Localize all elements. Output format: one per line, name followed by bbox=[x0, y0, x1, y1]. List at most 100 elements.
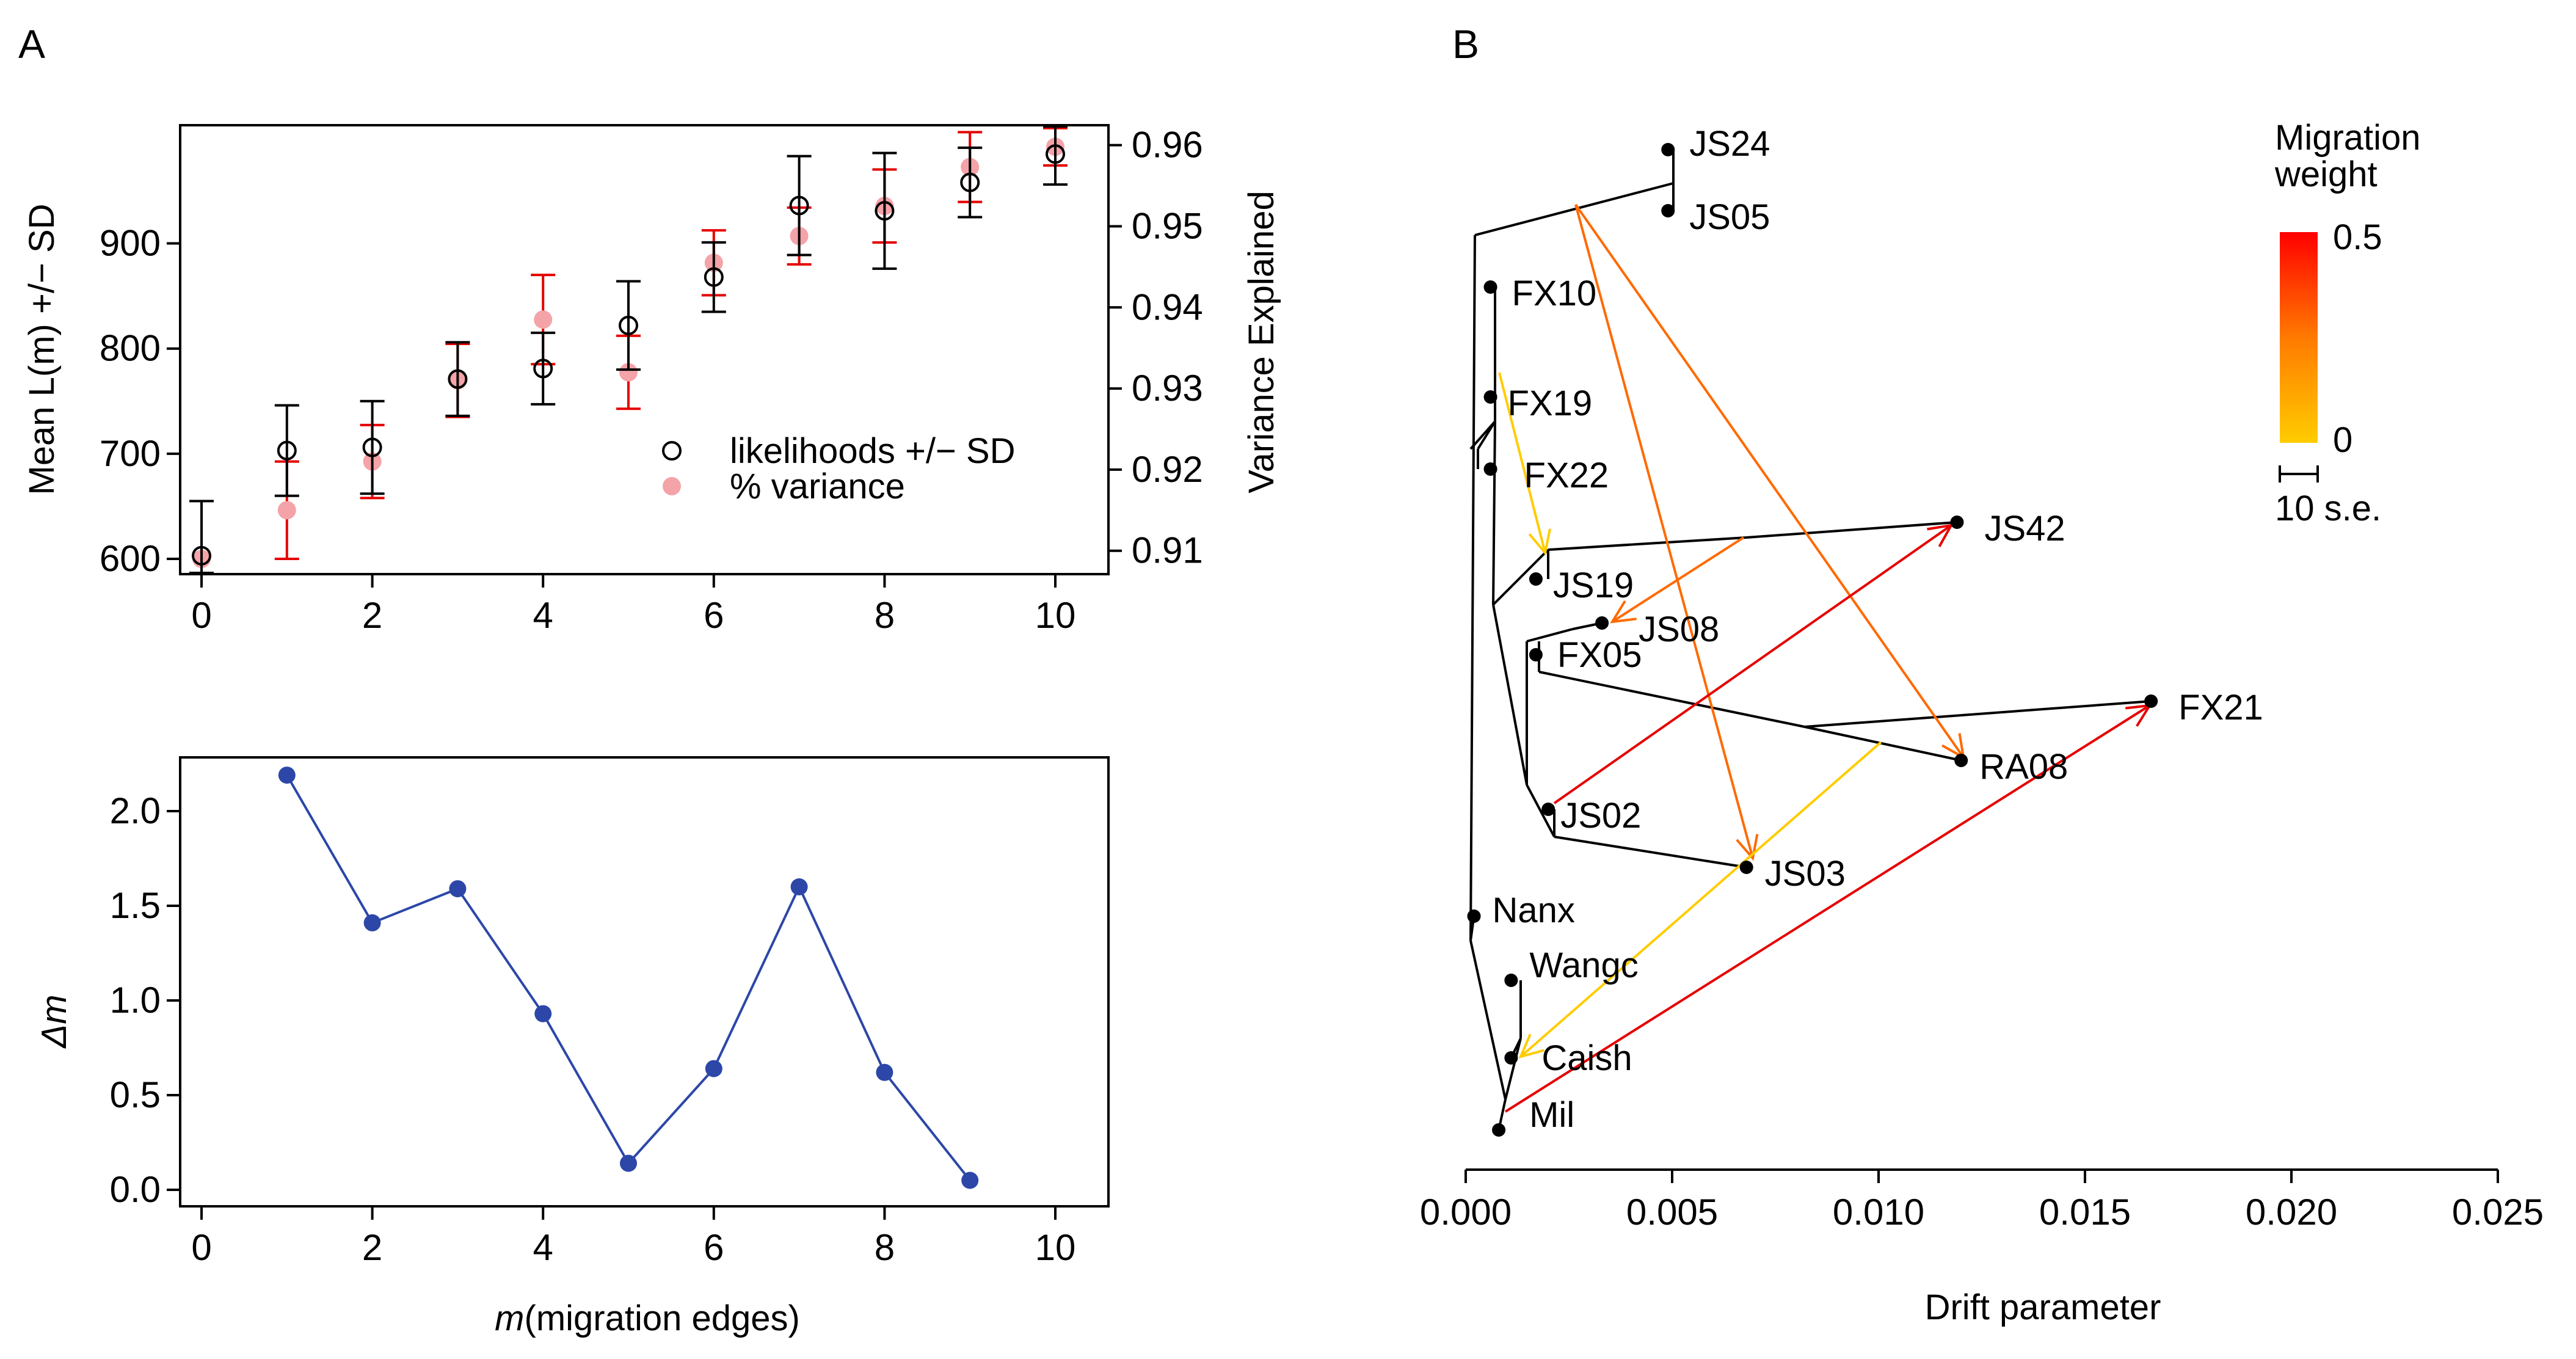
leaf-label-js03: JS03 bbox=[1765, 854, 1846, 894]
drift-axis-tick-label: 0.020 bbox=[2246, 1192, 2337, 1233]
tree-edge bbox=[1526, 628, 1573, 643]
legend-title-line1: Migration bbox=[2275, 118, 2421, 158]
top-legend: likelihoods +/− SD % variance bbox=[662, 431, 1015, 506]
migration-edge bbox=[1504, 704, 2151, 1113]
leaf-point bbox=[1483, 390, 1497, 404]
leaf-point bbox=[1529, 648, 1543, 661]
top-left-y-tick-label: 800 bbox=[100, 328, 161, 369]
drift-axis-tick-label: 0.025 bbox=[2452, 1192, 2544, 1233]
tree-edges bbox=[1469, 150, 2152, 1131]
migration-weight-colorbar bbox=[2280, 232, 2318, 443]
legend-variance-marker bbox=[663, 477, 681, 495]
delta-m-series bbox=[278, 767, 979, 1189]
variance-point bbox=[619, 363, 638, 382]
bottom-x-axis-title: m(migration edges) bbox=[495, 1299, 800, 1338]
bottom-y-axis-title: Δm bbox=[34, 994, 74, 1049]
tree-edge bbox=[1469, 420, 1496, 450]
top-right-y-tick-label: 0.91 bbox=[1132, 530, 1203, 571]
bottom-x-tick-label: 10 bbox=[1035, 1227, 1076, 1268]
tree-edge bbox=[1526, 784, 1555, 837]
bottom-y-tick-label: 2.0 bbox=[110, 790, 161, 831]
leaf-label-fx10: FX10 bbox=[1512, 274, 1597, 313]
leaf-label-js24: JS24 bbox=[1689, 124, 1770, 164]
tree-edge bbox=[1469, 235, 1476, 941]
likelihood-point bbox=[1046, 144, 1065, 164]
likelihood-point bbox=[192, 545, 211, 566]
delta-m-point bbox=[620, 1154, 637, 1172]
likelihood-point bbox=[619, 315, 638, 335]
leaf-label-js05: JS05 bbox=[1689, 197, 1770, 237]
likelihood-point bbox=[362, 437, 382, 457]
tree-edge bbox=[1474, 182, 1674, 236]
migration-arrowhead bbox=[1610, 600, 1637, 624]
likelihood-point bbox=[875, 201, 895, 221]
legend-title-line2: weight bbox=[2274, 155, 2378, 194]
delta-m-point bbox=[363, 914, 381, 931]
leaf-label-fx19: FX19 bbox=[1508, 384, 1593, 423]
delta-m-point bbox=[876, 1063, 893, 1081]
leaf-label-js19: JS19 bbox=[1553, 566, 1634, 605]
leaf-label-nanx: Nanx bbox=[1493, 891, 1575, 930]
migration-edges bbox=[1498, 203, 2152, 1113]
leaf-label-fx21: FX21 bbox=[2178, 688, 2263, 727]
migration-edge bbox=[1498, 372, 1546, 553]
likelihood-point bbox=[789, 195, 809, 216]
top-left-y-tick-label: 900 bbox=[100, 223, 161, 264]
leaf-point bbox=[1595, 616, 1609, 630]
drift-axis-tick-label: 0.010 bbox=[1833, 1192, 1924, 1233]
drift-axis-tick-label: 0.000 bbox=[1420, 1192, 1512, 1233]
top-x-tick-label: 0 bbox=[191, 595, 211, 636]
migration-arrowhead bbox=[1528, 528, 1551, 556]
migration-arrowhead bbox=[1736, 834, 1759, 861]
leaf-point bbox=[1467, 909, 1481, 923]
colorbar-min-label: 0 bbox=[2333, 420, 2352, 460]
drift-axis-tick-label: 0.015 bbox=[2039, 1192, 2131, 1233]
leaf-point bbox=[2144, 694, 2158, 708]
likelihood-point bbox=[704, 267, 724, 287]
leaf-point bbox=[1739, 861, 1753, 874]
bottom-x-tick-label: 8 bbox=[875, 1227, 895, 1268]
leaf-label-fx05: FX05 bbox=[1557, 635, 1642, 675]
leaf-point bbox=[1504, 974, 1518, 987]
delta-m-line bbox=[286, 774, 971, 1181]
bottom-y-tick-label: 0.5 bbox=[110, 1074, 161, 1115]
drift-axis: 0.000 0.005 0.010 0.015 0.020 0.025 bbox=[1420, 1168, 2544, 1233]
leaf-label-js02: JS02 bbox=[1560, 796, 1641, 836]
tree-edge bbox=[1554, 836, 1747, 869]
tree-edge bbox=[1804, 726, 1962, 762]
bottom-plot-frame bbox=[179, 756, 1110, 1208]
bottom-x-tick-label: 0 bbox=[191, 1227, 211, 1268]
leaf-point bbox=[1950, 516, 1964, 529]
top-left-y-tick-label: 700 bbox=[100, 433, 161, 474]
migration-legend: Migration weight 0.5 0 10 s.e. bbox=[2274, 118, 2421, 528]
top-right-y-axis-title: Variance Explained bbox=[1242, 191, 1281, 493]
leaf-label-mil: Mil bbox=[1529, 1095, 1574, 1135]
delta-m-point bbox=[961, 1171, 979, 1189]
tree-edge bbox=[1469, 940, 1507, 1100]
leaf-label-js08: JS08 bbox=[1639, 610, 1719, 649]
leaf-label-wangc: Wangc bbox=[1529, 945, 1638, 985]
delta-m-plot: 0 2 4 6 8 10 0.0 0.5 1.0 1.5 2.0 Δm m(migration e… bbox=[34, 756, 1110, 1338]
migration-edge bbox=[1611, 536, 1745, 623]
bottom-x-tick-label: 6 bbox=[704, 1227, 724, 1268]
delta-m-point bbox=[534, 1005, 552, 1022]
bottom-y-tick-label: 1.5 bbox=[110, 885, 161, 926]
top-left-y-axis: 600 700 800 900 bbox=[100, 223, 180, 579]
leaf-label-fx22: FX22 bbox=[1524, 456, 1609, 495]
top-right-y-tick-label: 0.96 bbox=[1132, 125, 1203, 166]
tree-edge bbox=[1504, 1038, 1522, 1100]
x-axis-title-italic: m bbox=[495, 1299, 524, 1338]
leaf-point bbox=[1504, 1051, 1518, 1065]
delta-m-point bbox=[449, 880, 467, 898]
bottom-x-tick-label: 4 bbox=[533, 1227, 553, 1268]
top-left-y-tick-label: 600 bbox=[100, 538, 161, 579]
bottom-y-tick-label: 0.0 bbox=[110, 1169, 161, 1210]
top-right-y-tick-label: 0.93 bbox=[1132, 368, 1203, 409]
tree-edge bbox=[1492, 421, 1496, 605]
migration-edge bbox=[1519, 741, 1882, 1058]
drift-axis-tick-label: 0.005 bbox=[1626, 1192, 1718, 1233]
treemix-tree: 0.000 0.005 0.010 0.015 0.020 0.025 Drift par… bbox=[1420, 118, 2544, 1327]
